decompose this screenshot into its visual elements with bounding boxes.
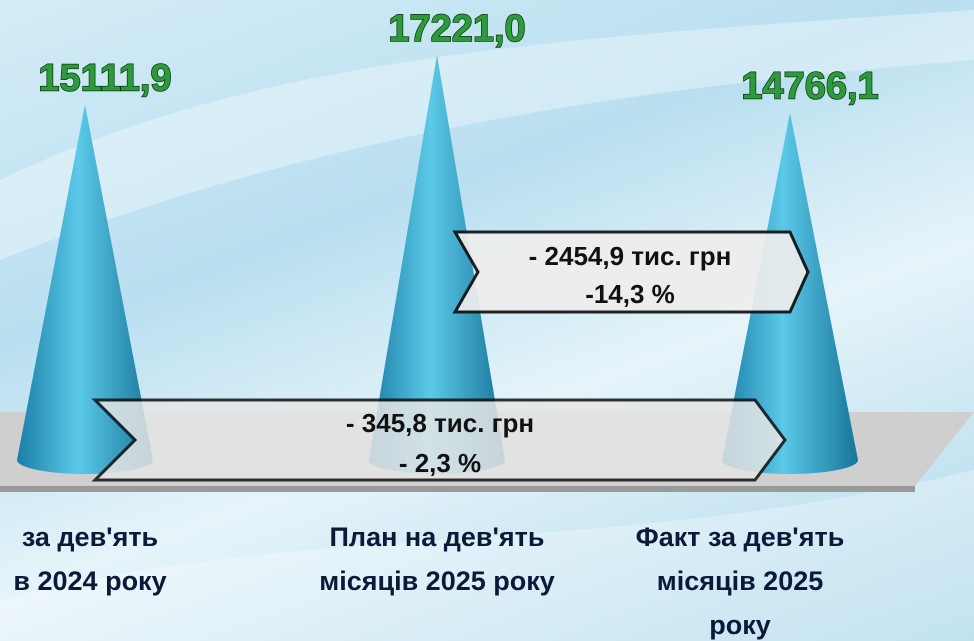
value-label: 17221,0 [388,8,525,50]
annotation: - 2454,9 тис. грн [529,241,732,271]
floor-edge [0,486,915,492]
annotation: - 345,8 тис. грн [346,408,534,438]
chart: - 2454,9 тис. грн -14,3 % - 345,8 тис. г… [0,0,974,641]
value-label: 14766,1 [741,66,878,108]
annotation: - 2,3 % [399,448,481,478]
value-label: 15111,9 [38,58,171,100]
annotation: -14,3 % [585,279,675,309]
category-label: Факт за дев'ять місяців 2025 року [560,515,920,641]
category-label: за дев'ять в 2024 року [0,515,270,603]
